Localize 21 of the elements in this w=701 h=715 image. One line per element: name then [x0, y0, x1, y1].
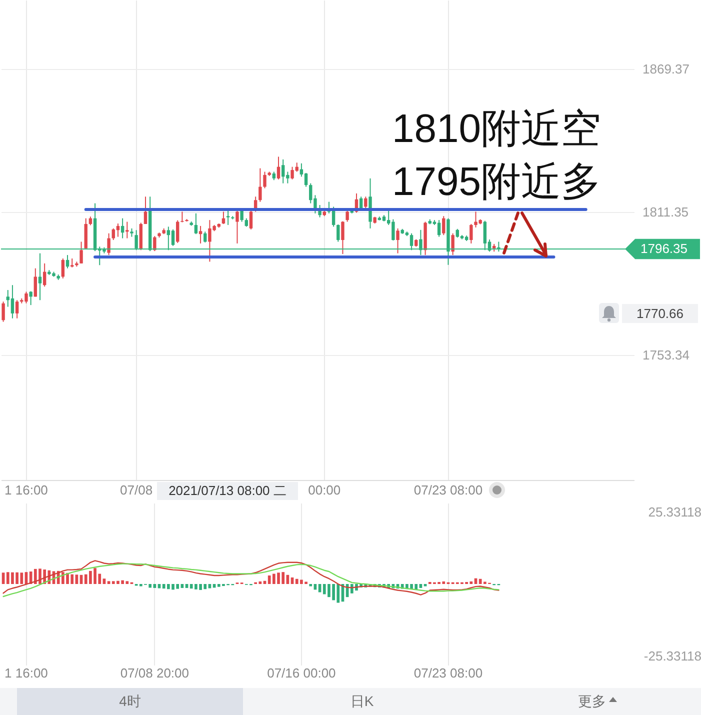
y-tick-label: 1869.37 — [642, 62, 690, 77]
x-tick-label: 00:00 — [308, 482, 341, 498]
text: 2021/07/13 08:00 二 — [157, 482, 298, 500]
text: 4时 — [17, 688, 243, 715]
x-tick-label: 1 16:00 — [4, 482, 48, 498]
x-tick-label: 07/23 08:00 — [414, 666, 483, 680]
x-tick-label: 07/23 08:00 — [414, 482, 483, 498]
y-tick-label: 1811.35 — [642, 204, 689, 220]
x-tick-label: 07/08 20:00 — [120, 666, 190, 680]
y-tick-label: 1753.34 — [642, 347, 690, 362]
text: 1770.66 — [622, 304, 698, 323]
text: 更多 — [578, 692, 606, 711]
text: 日K — [349, 692, 375, 711]
annotation: 1810附近空 — [392, 106, 601, 152]
ref-line-label: 1796.35 — [640, 240, 688, 256]
annotation: 1795附近多 — [392, 159, 601, 205]
x-tick-label: 07/08 — [120, 482, 153, 498]
y-tick-label: -25.33118 — [644, 648, 701, 664]
x-tick-label: 1 16:00 — [4, 666, 48, 680]
x-tick-label: 07/16 00:00 — [267, 666, 336, 680]
y-tick-label: 25.33118 — [648, 504, 701, 520]
